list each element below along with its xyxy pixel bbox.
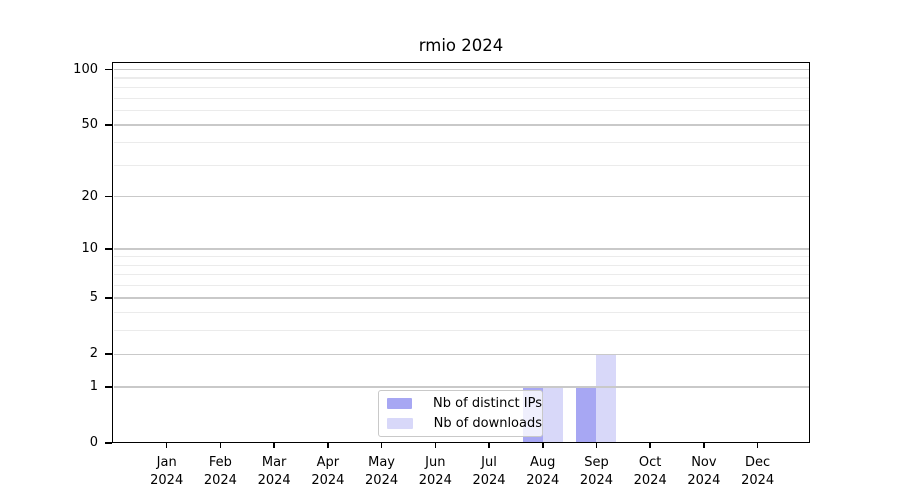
legend-label-distinct-ips: Nb of distinct IPs [433,396,542,411]
legend-item-distinct-ips: Nb of distinct IPs [379,394,542,413]
x-tick-label-dec: Dec 2024 [741,455,775,488]
gridline-y-minor-40 [114,141,809,144]
gridline-y-minor-7 [114,274,809,276]
gridline-y-50 [114,124,809,126]
y-tick-label-2: 2 [89,346,98,362]
y-tick-label-50: 50 [81,116,98,132]
y-tick-mark-1 [105,386,112,388]
y-tick-mark-20 [105,195,112,198]
y-tick-label-100: 100 [73,61,98,77]
x-tick-mark-aug [541,443,544,448]
bar-nb-of-distinct-ips-sep [576,386,597,443]
x-tick-label-aug: Aug 2024 [526,455,560,488]
x-tick-label-oct: Oct 2024 [633,455,667,488]
gridline-y-minor-9 [114,256,809,258]
x-tick-label-feb: Feb 2024 [203,455,237,488]
legend-label-downloads: Nb of downloads [433,416,542,431]
x-tick-mark-jun [434,443,437,448]
gridline-y-1 [114,386,809,388]
x-tick-label-jan: Jan 2024 [150,455,184,488]
x-tick-mark-jul [488,443,490,448]
x-tick-label-may: May 2024 [365,455,399,488]
x-tick-mark-may [380,443,383,448]
x-tick-mark-nov [703,443,705,448]
x-tick-mark-apr [327,443,329,448]
y-tick-mark-0 [105,442,112,444]
gridline-y-minor-30 [114,164,809,166]
y-tick-mark-100 [105,68,112,71]
bar-nb-of-downloads-aug [542,386,563,443]
y-tick-label-1: 1 [89,378,98,394]
x-tick-mark-sep [595,443,598,448]
gridline-y-20 [114,196,809,198]
legend: Nb of distinct IPs Nb of downloads [378,390,543,437]
gridline-y-minor-4 [114,312,809,314]
y-tick-label-5: 5 [89,290,98,306]
gridline-y-minor-8 [114,264,809,266]
x-tick-mark-jan [165,443,168,448]
x-tick-label-mar: Mar 2024 [257,455,291,488]
x-tick-label-jun: Jun 2024 [418,455,452,488]
legend-item-downloads: Nb of downloads [379,414,542,433]
x-tick-label-nov: Nov 2024 [687,455,721,488]
gridline-y-100 [114,69,809,71]
x-tick-label-apr: Apr 2024 [311,455,345,488]
gridline-y-minor-6 [114,284,809,287]
gridline-y-minor-90 [114,77,809,79]
y-tick-label-0: 0 [89,435,98,450]
x-tick-mark-oct [649,443,651,448]
y-tick-mark-2 [105,353,112,355]
x-tick-label-sep: Sep 2024 [579,455,613,488]
bar-nb-of-downloads-sep [596,354,617,443]
legend-swatch-distinct-ips-icon [387,398,413,409]
x-tick-mark-feb [219,443,222,448]
gridline-y-minor-3 [114,330,809,332]
gridline-y-5 [114,297,809,299]
y-tick-mark-5 [105,297,112,299]
chart-title: rmio 2024 [418,36,504,55]
y-tick-mark-10 [105,248,112,250]
y-tick-label-20: 20 [81,188,98,204]
x-tick-mark-dec [756,443,759,448]
gridline-y-2 [114,353,809,355]
gridline-y-minor-70 [114,97,809,99]
legend-swatch-downloads-icon [387,418,413,429]
x-tick-mark-mar [273,443,275,448]
y-tick-mark-50 [105,124,112,126]
gridline-y-10 [114,248,809,250]
y-tick-label-10: 10 [81,241,98,256]
gridline-y-minor-60 [114,109,809,112]
gridline-y-minor-80 [114,86,809,89]
x-tick-label-jul: Jul 2024 [472,455,506,488]
